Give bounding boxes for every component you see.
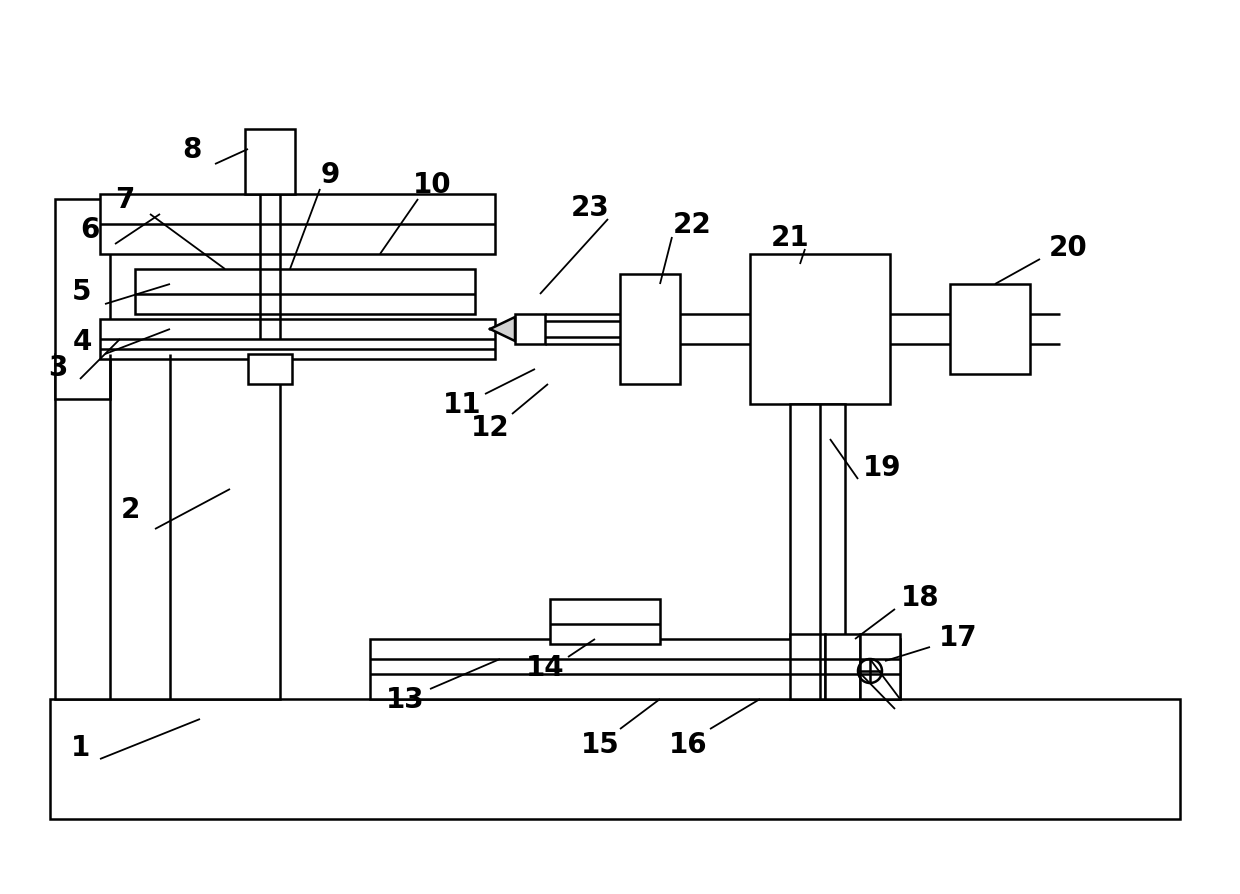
Bar (861, 634, 900, 699)
Text: 6: 6 (81, 215, 99, 244)
Text: 3: 3 (48, 354, 68, 382)
Bar (50, 699, 1180, 819)
Bar (100, 195, 495, 255)
Text: 5: 5 (72, 278, 92, 306)
Bar (551, 599, 660, 645)
Text: 23: 23 (570, 194, 609, 222)
Bar (950, 284, 1030, 375)
Text: 18: 18 (900, 584, 940, 611)
Text: 10: 10 (413, 171, 451, 198)
Text: 13: 13 (386, 685, 424, 713)
Text: 7: 7 (115, 186, 135, 214)
Bar (135, 270, 475, 315)
Text: 14: 14 (526, 654, 564, 681)
Polygon shape (490, 317, 515, 342)
Bar (515, 315, 546, 344)
Bar (620, 274, 680, 384)
Text: 1: 1 (71, 733, 89, 761)
Bar (100, 320, 495, 359)
Text: 22: 22 (672, 211, 712, 239)
Bar (790, 634, 825, 699)
Text: 2: 2 (120, 495, 140, 523)
Bar (248, 355, 291, 384)
Text: 17: 17 (939, 623, 977, 651)
Bar (790, 405, 844, 699)
Bar (55, 355, 280, 699)
Bar (246, 130, 295, 195)
Text: 19: 19 (863, 453, 901, 482)
Text: 21: 21 (771, 224, 810, 252)
Text: 15: 15 (580, 730, 619, 758)
Bar (825, 634, 861, 699)
Text: 12: 12 (471, 414, 510, 442)
Text: 11: 11 (443, 391, 481, 418)
Text: 4: 4 (72, 327, 92, 356)
Bar (370, 639, 900, 699)
Bar (750, 255, 890, 405)
Text: 9: 9 (320, 161, 340, 189)
Text: 20: 20 (1049, 233, 1087, 262)
Bar (55, 199, 110, 400)
Text: 16: 16 (668, 730, 707, 758)
Text: 8: 8 (182, 136, 202, 164)
